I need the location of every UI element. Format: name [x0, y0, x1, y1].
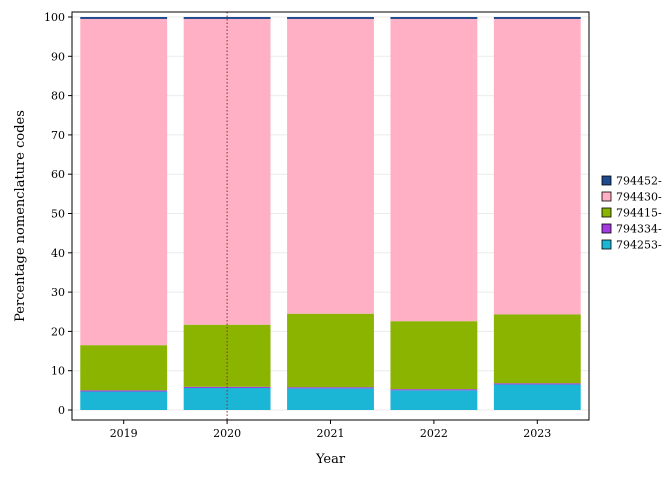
bar-segment-794334-2019 — [80, 390, 168, 392]
bar-segment-794415-2019 — [80, 345, 168, 391]
bar-segment-794253-2023 — [493, 384, 581, 410]
x-axis-title: Year — [315, 452, 346, 467]
legend-label: 794430- — [616, 191, 662, 204]
bar-segment-794452-2020 — [183, 17, 271, 19]
bar-segment-794415-2022 — [390, 321, 478, 390]
bar-segment-794430-2021 — [287, 18, 374, 314]
bar-segment-794334-2022 — [390, 389, 478, 391]
bar-segment-794415-2021 — [287, 313, 374, 388]
legend-swatch — [601, 191, 612, 202]
y-tick-label: 0 — [58, 404, 65, 417]
legend-swatch — [601, 207, 612, 218]
legend: 794452- 794430- 794415- 794334- 794253- — [601, 175, 662, 252]
bar-segment-794430-2020 — [183, 18, 271, 325]
bar-segment-794430-2019 — [80, 18, 168, 346]
x-tick-label: 2019 — [110, 427, 138, 440]
y-tick-label: 30 — [51, 286, 65, 299]
x-tick-label: 2021 — [317, 427, 345, 440]
y-axis: 0 10 20 30 40 50 60 70 80 90 100 — [44, 11, 72, 417]
bar-segment-794253-2019 — [80, 391, 168, 410]
bar-segment-794430-2023 — [493, 18, 581, 315]
bar-segment-794452-2021 — [287, 17, 374, 19]
bars — [80, 17, 581, 410]
y-tick-label: 70 — [51, 129, 65, 142]
y-tick-label: 100 — [44, 11, 65, 24]
legend-label: 794415- — [616, 207, 662, 220]
y-tick-label: 80 — [51, 90, 65, 103]
x-tick-label: 2023 — [523, 427, 551, 440]
bar-segment-794452-2022 — [390, 17, 478, 19]
y-tick-label: 20 — [51, 325, 65, 338]
bar-segment-794334-2023 — [493, 383, 581, 385]
x-axis: 2019 2020 2021 2022 2023 — [110, 420, 551, 440]
bar-segment-794452-2023 — [493, 17, 581, 19]
y-axis-title: Percentage nomenclature codes — [13, 110, 28, 322]
legend-swatch — [601, 175, 612, 186]
y-tick-label: 60 — [51, 168, 65, 181]
legend-label: 794253- — [616, 239, 662, 252]
legend-swatch — [601, 239, 612, 250]
bar-segment-794334-2021 — [287, 387, 374, 389]
y-tick-label: 40 — [51, 247, 65, 260]
x-tick-label: 2020 — [213, 427, 241, 440]
legend-swatch — [601, 223, 612, 234]
legend-label: 794452- — [616, 175, 662, 188]
bar-segment-794452-2019 — [80, 17, 168, 19]
legend-label: 794334- — [616, 223, 662, 236]
bar-segment-794415-2023 — [493, 314, 581, 384]
bar-segment-794253-2020 — [183, 387, 271, 410]
bar-segment-794253-2021 — [287, 388, 374, 410]
x-tick-label: 2022 — [420, 427, 448, 440]
bar-segment-794253-2022 — [390, 390, 478, 410]
y-tick-label: 90 — [51, 50, 65, 63]
bar-segment-794430-2022 — [390, 18, 478, 322]
y-tick-label: 10 — [51, 365, 65, 378]
y-tick-label: 50 — [51, 208, 65, 221]
